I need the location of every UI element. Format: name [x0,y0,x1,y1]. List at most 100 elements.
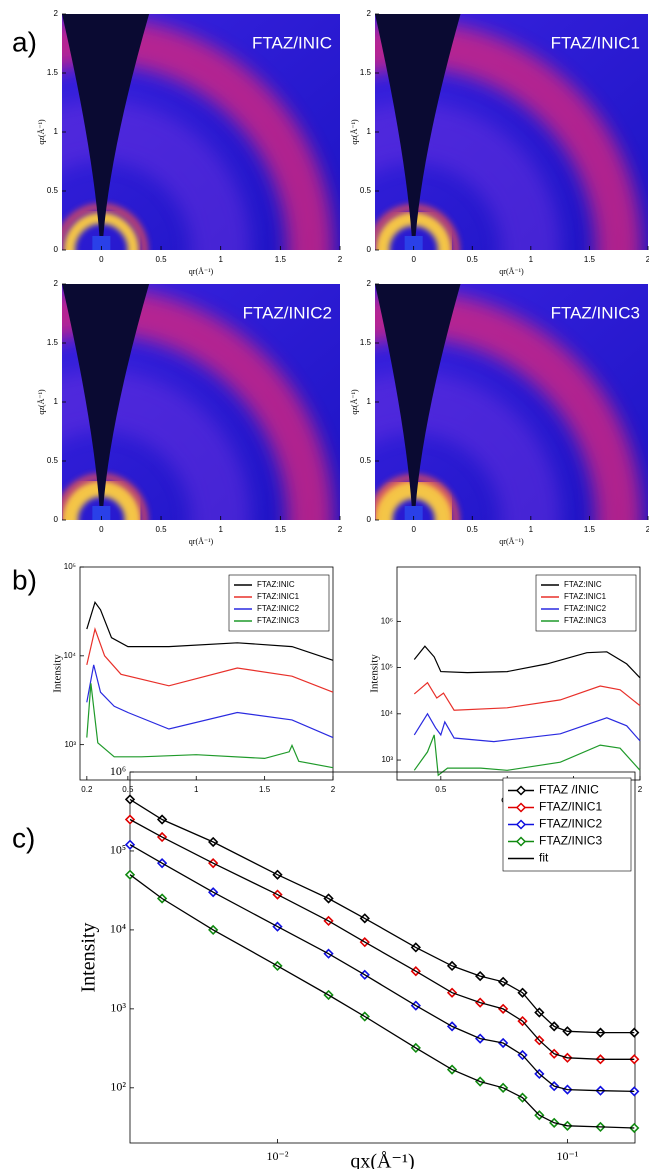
x-tick-label: 1 [218,525,223,534]
beamstop [92,506,111,520]
x-tick-label: 2 [646,525,649,534]
y-tick-label: 2 [54,279,59,288]
x-tick-label: 0.5 [467,525,479,534]
y-tick-label: 2 [367,279,372,288]
x-tick-label: 0 [99,255,104,264]
panel-label: c) [12,822,35,853]
x-tick-label: 1.5 [275,255,287,264]
y-tick-label: 1.5 [47,338,59,347]
x-tick-label: 2 [338,255,343,264]
x-axis-label: qr(Å⁻¹) [189,267,214,276]
missing-wedge [375,14,461,250]
missing-wedge [375,284,461,520]
legend-label: FTAZ:INIC1 [257,592,300,601]
y-tick-label: 10² [110,1080,126,1094]
fit-line [129,844,635,1093]
series-line [86,626,334,693]
y-tick-label: 1.5 [360,68,372,77]
y-tick-label: 10³ [381,755,393,764]
panel-title: FTAZ/INIC3 [551,303,640,322]
y-tick-label: 0 [367,515,372,524]
series-line [86,664,334,739]
legend-marker [515,819,527,830]
fit-line [129,798,635,1034]
x-tick-label: 1.5 [259,785,271,794]
y-axis-label: qz(Å⁻¹) [350,389,359,415]
missing-wedge [62,14,150,250]
y-tick-label: 10³ [110,1001,126,1015]
legend-label: FTAZ:INIC2 [564,604,607,613]
legend-label: FTAZ /INIC [539,783,599,797]
panel-title: FTAZ/INIC2 [243,303,332,322]
y-tick-label: 1 [367,397,372,406]
x-axis-label: qr(Å⁻¹) [499,267,524,276]
x-tick-label: 0 [99,525,104,534]
x-tick-label: 1 [194,785,199,794]
y-tick-label: 1.5 [47,68,59,77]
x-tick-label: 0.5 [467,255,479,264]
x-tick-label: 1 [218,255,223,264]
legend-label: FTAZ/INIC1 [539,800,602,814]
x-tick-label: 0.5 [435,785,447,794]
legend-label: FTAZ:INIC [564,580,602,589]
missing-wedge [62,284,150,520]
panel-title: FTAZ/INIC1 [551,33,640,52]
y-tick-label: 10⁴ [64,651,77,660]
data-point [124,794,136,805]
x-tick-label: 2 [331,785,336,794]
series-line [413,681,641,711]
x-tick-label: 0.5 [155,525,167,534]
y-tick-label: 1.5 [360,338,372,347]
y-axis-label: Intensity [369,654,381,693]
x-tick-label: 0 [411,525,416,534]
x-tick-label: 1 [529,255,534,264]
panel-label: a) [12,26,37,57]
y-tick-label: 10⁶ [110,764,126,778]
y-axis-label: qz(Å⁻¹) [37,119,46,145]
series-line [86,600,334,661]
series-line [86,683,334,769]
y-tick-label: 10³ [64,740,76,749]
legend-label: FTAZ:INIC2 [257,604,300,613]
legend-marker [515,802,527,813]
y-tick-label: 10⁶ [381,616,393,625]
x-tick-label: 1.5 [275,525,287,534]
legend-label: FTAZ:INIC3 [564,616,607,625]
y-axis-label: qz(Å⁻¹) [350,119,359,145]
series-line [413,734,641,777]
x-tick-label: 10⁻¹ [556,1149,578,1163]
y-tick-label: 10⁵ [110,843,126,857]
fit-line [129,874,635,1129]
x-tick-label: 0 [411,255,416,264]
y-tick-label: 10⁵ [381,663,393,672]
y-axis-label: Intensity [78,923,100,993]
y-tick-label: 2 [54,9,59,18]
y-tick-label: 0.5 [360,456,372,465]
x-axis-label: qr(Å⁻¹) [189,537,214,546]
y-tick-label: 0 [54,515,59,524]
x-tick-label: 0.2 [81,785,93,794]
y-tick-label: 1 [367,127,372,136]
y-tick-label: 0.5 [360,186,372,195]
legend-label: FTAZ:INIC1 [564,592,607,601]
y-tick-label: 10⁵ [64,562,76,571]
y-tick-label: 1 [54,127,59,136]
x-tick-label: 0.5 [122,785,134,794]
x-tick-label: 0.5 [155,255,167,264]
y-tick-label: 1 [54,397,59,406]
beamstop [92,236,111,250]
x-tick-label: 2 [338,525,343,534]
panel-title: FTAZ/INIC [252,33,332,52]
legend-label: fit [539,851,549,865]
detector-image [62,14,340,250]
legend-marker [515,785,527,796]
y-tick-label: 10⁴ [110,922,126,936]
y-axis-label: qz(Å⁻¹) [37,389,46,415]
legend-label: FTAZ/INIC3 [539,834,602,848]
legend-label: FTAZ/INIC2 [539,817,602,831]
y-tick-label: 2 [367,9,372,18]
beamstop [404,236,423,250]
x-tick-label: 1 [529,525,534,534]
